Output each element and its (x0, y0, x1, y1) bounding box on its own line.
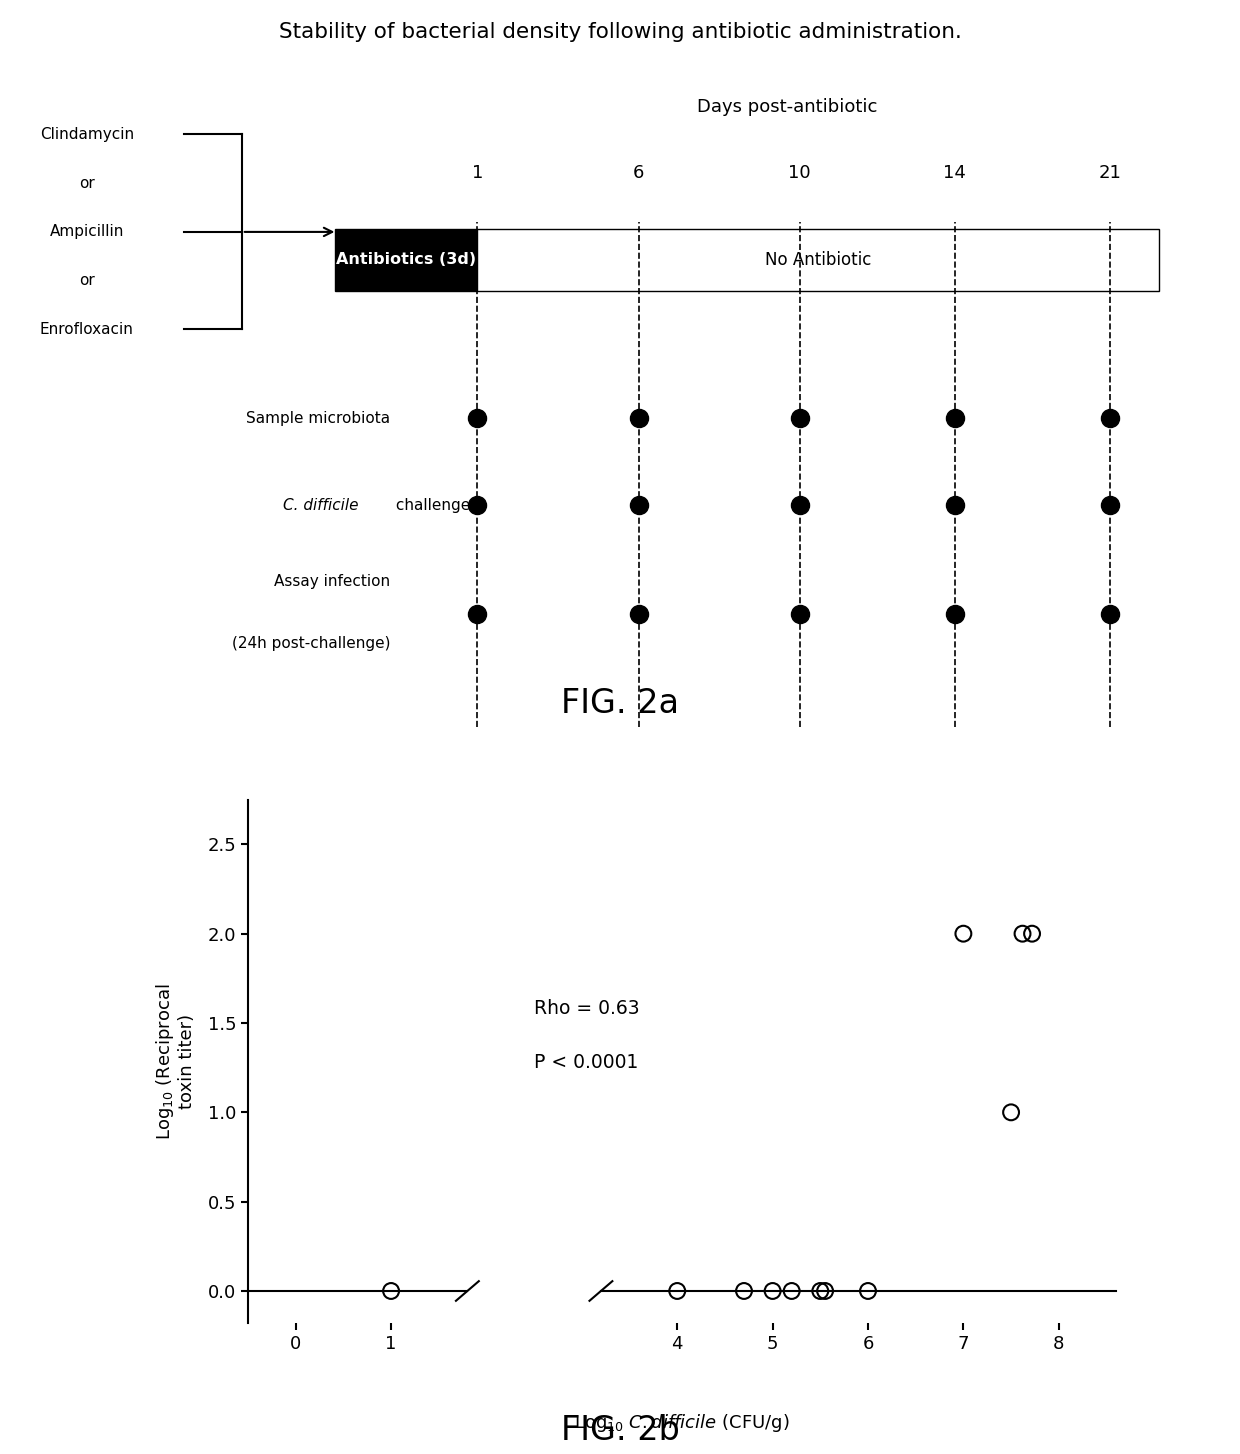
Text: or: or (79, 273, 94, 288)
Text: 14: 14 (944, 163, 966, 182)
Text: or: or (79, 176, 94, 190)
Text: Clindamycin: Clindamycin (40, 126, 134, 142)
Text: 6: 6 (632, 163, 645, 182)
Point (734, 1280, 754, 1303)
Text: C. difficile: C. difficile (283, 497, 358, 513)
Text: 21: 21 (1099, 163, 1121, 182)
Text: Stability of bacterial density following antibiotic administration.: Stability of bacterial density following… (279, 22, 961, 42)
Point (1013, 922, 1033, 945)
Text: FIG. 2a: FIG. 2a (560, 686, 680, 720)
Point (1001, 1101, 1021, 1124)
Point (763, 1280, 782, 1303)
Point (781, 1280, 801, 1303)
Text: Ampicillin: Ampicillin (50, 224, 124, 240)
Text: 1: 1 (471, 163, 484, 182)
Text: P < 0.0001: P < 0.0001 (534, 1053, 639, 1072)
Bar (335, 228, 477, 291)
Point (954, 922, 973, 945)
Text: Rho = 0.63: Rho = 0.63 (534, 999, 640, 1018)
Point (667, 1280, 687, 1303)
Text: 10: 10 (789, 163, 811, 182)
Point (381, 1280, 401, 1303)
Point (1022, 922, 1042, 945)
Text: Assay infection: Assay infection (274, 574, 391, 589)
Text: Sample microbiota: Sample microbiota (247, 410, 391, 426)
Text: Antibiotics (3d): Antibiotics (3d) (336, 253, 476, 268)
Point (815, 1280, 835, 1303)
Text: Days post-antibiotic: Days post-antibiotic (697, 99, 878, 116)
Text: challenge: challenge (391, 497, 470, 513)
Text: (24h post-challenge): (24h post-challenge) (232, 635, 391, 651)
Text: Log$_{10}$ $\it{C. difficile}$ (CFU/g): Log$_{10}$ $\it{C. difficile}$ (CFU/g) (574, 1412, 790, 1434)
Point (858, 1280, 878, 1303)
Text: Enrofloxacin: Enrofloxacin (40, 321, 134, 337)
Y-axis label: Log$_{10}$ (Reciprocal
toxin titer): Log$_{10}$ (Reciprocal toxin titer) (154, 983, 196, 1140)
Text: No Antibiotic: No Antibiotic (765, 252, 872, 269)
Point (811, 1280, 831, 1303)
Bar (477, 228, 1159, 291)
Text: FIG. 2b: FIG. 2b (560, 1413, 680, 1447)
